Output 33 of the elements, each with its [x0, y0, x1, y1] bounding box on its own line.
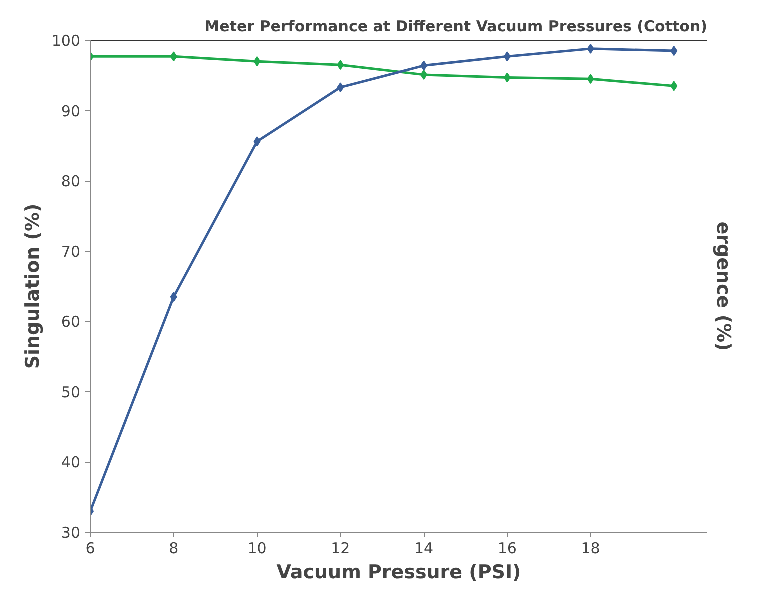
- y-tick-label: 50: [61, 383, 81, 402]
- point: [670, 46, 678, 56]
- x-tick-label: 14: [414, 540, 434, 558]
- point: [337, 60, 344, 70]
- x-tick-label: 12: [331, 540, 350, 558]
- point: [587, 44, 594, 54]
- y-tick-label: 60: [61, 313, 81, 332]
- point: [170, 52, 178, 62]
- y-tick-label: 90: [61, 102, 81, 120]
- point: [170, 292, 178, 302]
- y-tick-label: 30: [61, 524, 81, 542]
- point: [504, 52, 511, 62]
- point: [254, 56, 261, 67]
- x-tick-label: 16: [498, 540, 517, 558]
- point: [504, 72, 511, 83]
- y-tick-label: 40: [61, 454, 81, 472]
- x-tick-label: 6: [86, 540, 96, 558]
- x-tick-label: 10: [248, 540, 267, 558]
- x-tick-label: 8: [169, 540, 179, 558]
- y-tick-label: 100: [52, 32, 81, 50]
- point: [670, 81, 678, 92]
- y-axis-title: Singulation (%): [22, 204, 44, 370]
- x-tick-label: 18: [581, 540, 600, 558]
- chart-title: Meter Performance at Different Vacuum Pressures (Cotton): [204, 18, 708, 36]
- point: [420, 70, 428, 80]
- point: [587, 74, 594, 84]
- y2-axis-title: ergence (%): [712, 222, 734, 352]
- y-tick-label: 70: [61, 242, 81, 261]
- point: [337, 82, 344, 93]
- y-tick-label: 80: [61, 172, 81, 191]
- point: [420, 60, 428, 71]
- point: [254, 136, 261, 147]
- x-axis-title: Vacuum Pressure (PSI): [276, 562, 522, 584]
